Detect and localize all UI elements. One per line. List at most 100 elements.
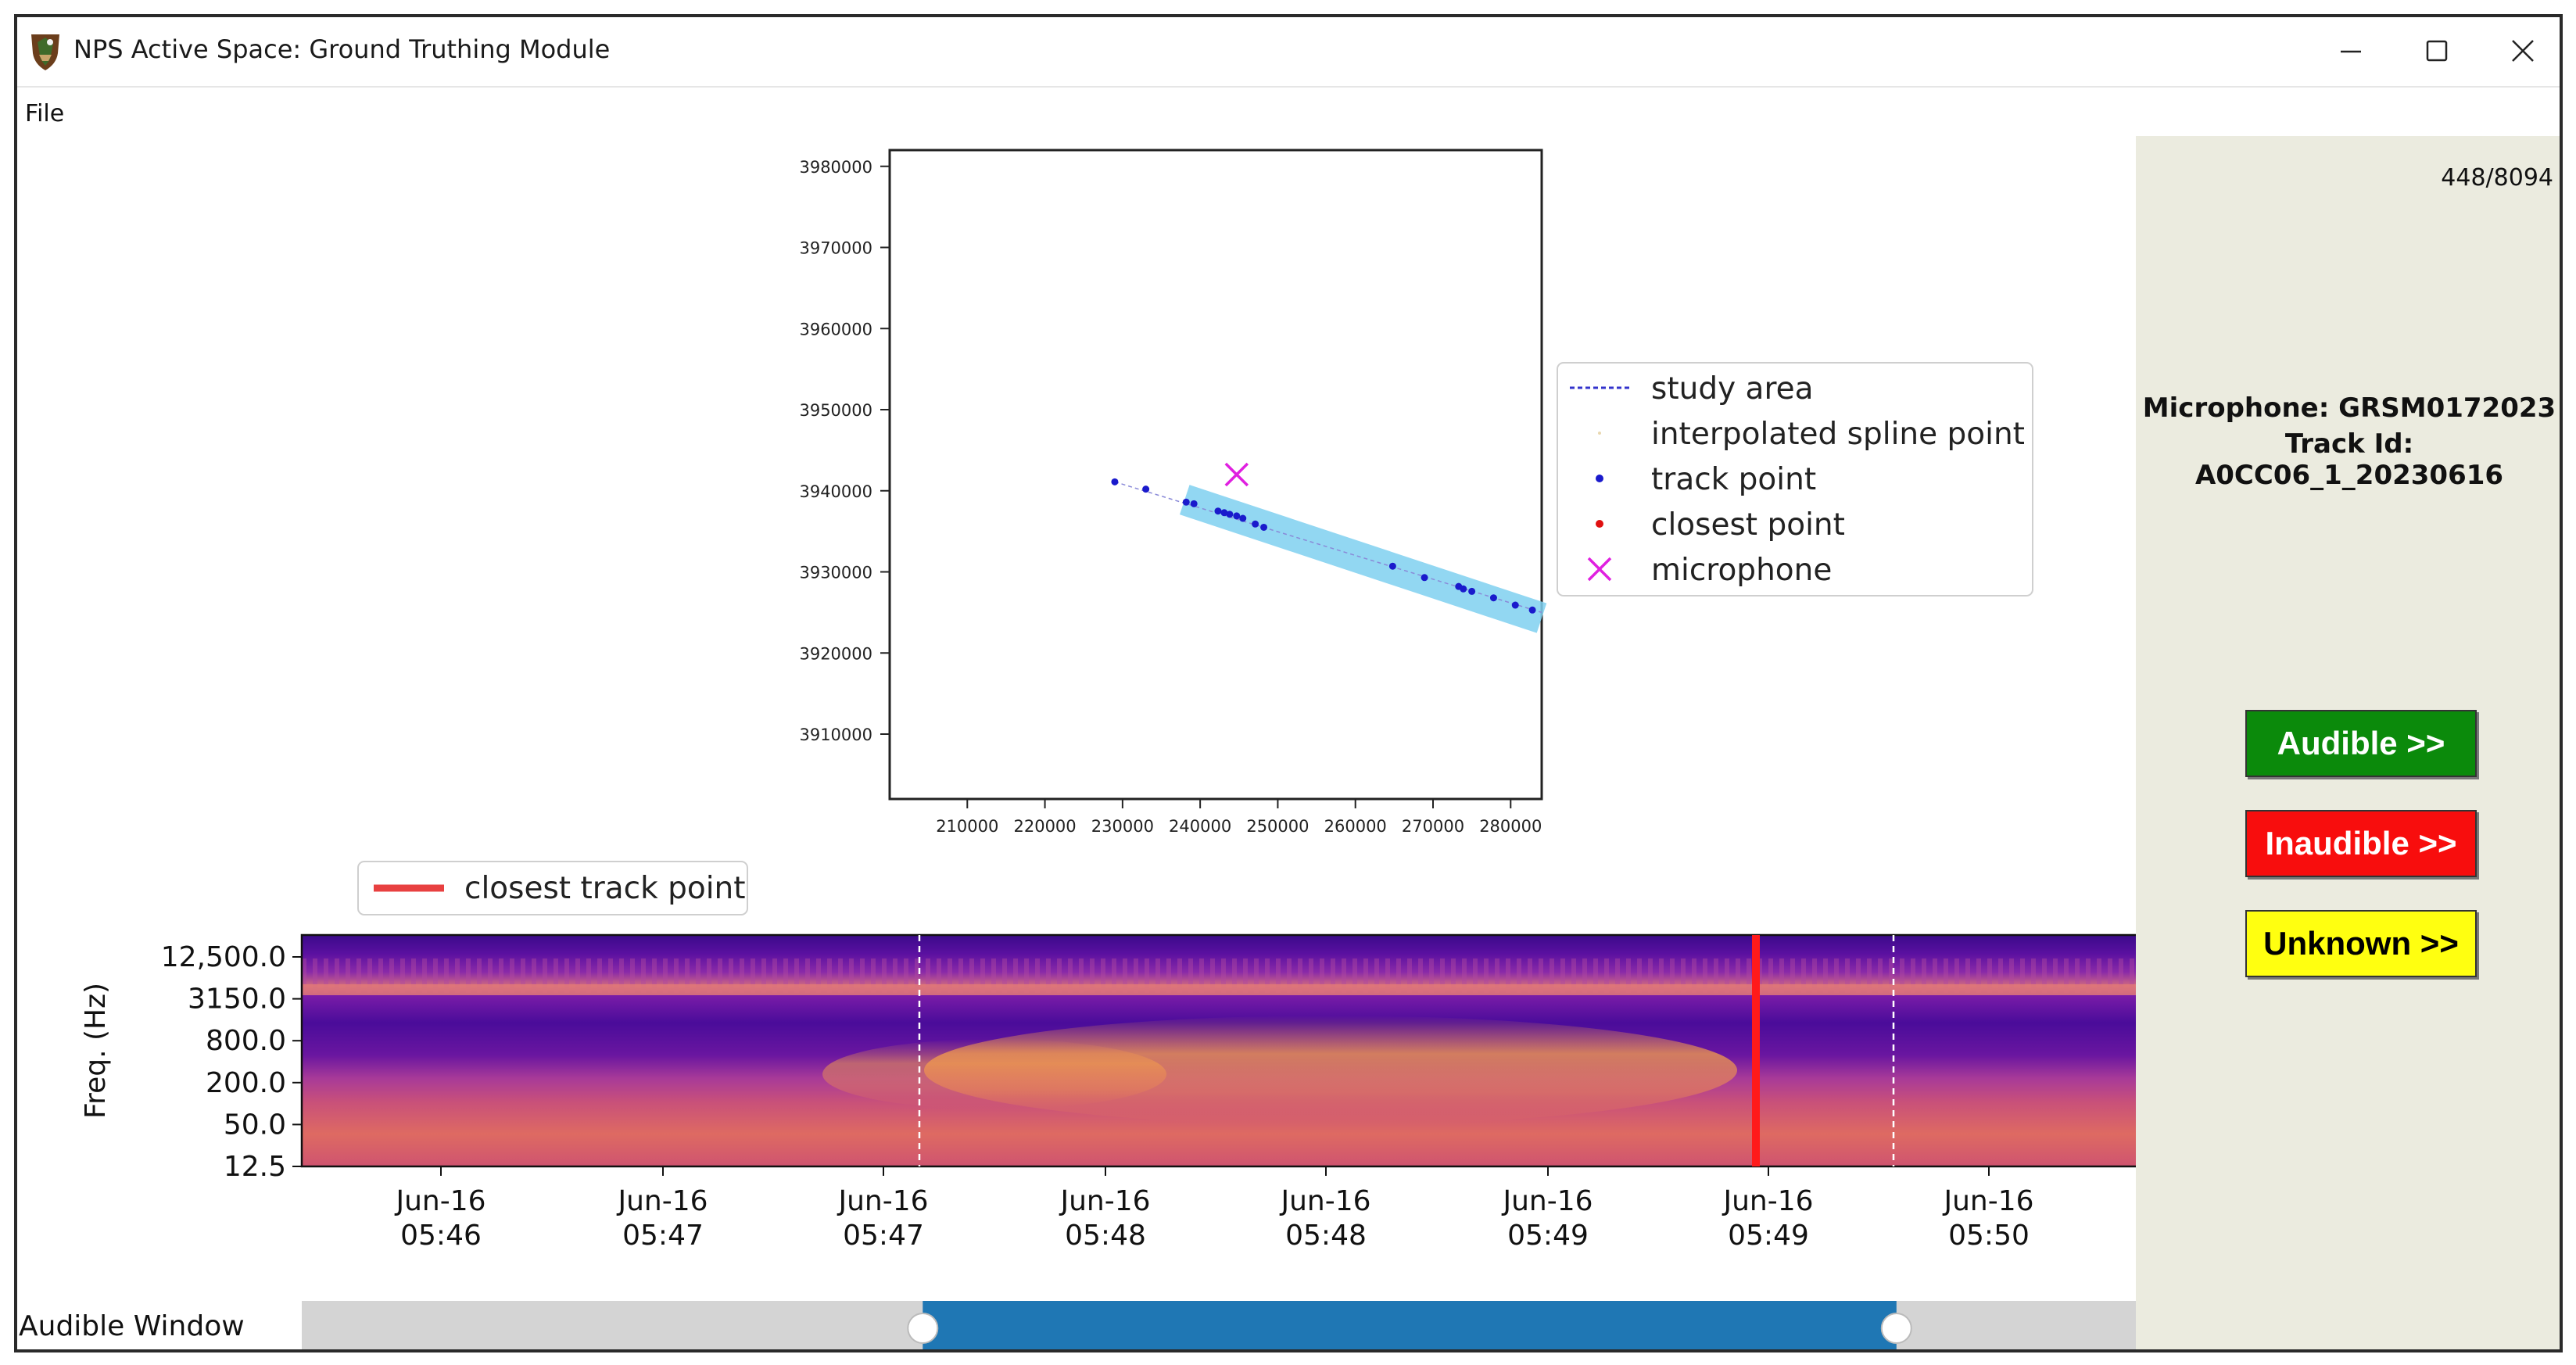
- track-point: [1214, 507, 1222, 515]
- spectrogram-ytick-label: 800.0: [206, 1025, 286, 1057]
- spectrogram-xtick-date: Jun-16: [1501, 1185, 1593, 1217]
- track-point: [1226, 511, 1234, 518]
- map-xtick-label: 230000: [1091, 817, 1154, 836]
- map-legend: study area interpolated spline point tra…: [1557, 362, 2033, 597]
- map-xtick-label: 250000: [1246, 817, 1309, 836]
- spectrogram-xtick-time: 05:47: [622, 1220, 704, 1252]
- spectrogram-xtick-time: 05:48: [1065, 1220, 1146, 1252]
- spectrogram-ytick-label: 50.0: [224, 1109, 286, 1141]
- legend-study-area-label: study area: [1651, 371, 1814, 407]
- map-ytick-label: 3910000: [799, 725, 872, 744]
- track-point: [1489, 594, 1497, 602]
- map-xtick-label: 280000: [1479, 817, 1542, 836]
- legend-track-point-marker: [1596, 475, 1603, 482]
- menu-file[interactable]: File: [25, 100, 65, 127]
- legend-spline-marker: [1598, 432, 1601, 435]
- track-point: [1388, 562, 1396, 570]
- spectrogram-xtick-time: 05:46: [400, 1220, 482, 1252]
- plot-figure: 3910000 3920000 3930000 3940000 3950000 39600…: [19, 149, 2141, 1352]
- track-point: [1233, 512, 1241, 520]
- slider-start-handle[interactable]: [907, 1313, 939, 1344]
- track-counter: 448/8094: [2441, 164, 2553, 192]
- legend-microphone-label: microphone: [1651, 553, 1832, 588]
- map-ytick-label: 3940000: [799, 482, 872, 501]
- spectrogram-ytick-label: 200.0: [206, 1067, 286, 1099]
- spectrogram-xtick-time: 05:48: [1285, 1220, 1367, 1252]
- unknown-button[interactable]: Unknown >>: [2245, 910, 2477, 977]
- closest-track-point-legend-label: closest track point: [464, 871, 746, 906]
- spectrogram-xtick-time: 05:47: [843, 1220, 924, 1252]
- inaudible-button[interactable]: Inaudible >>: [2245, 810, 2477, 877]
- legend-microphone-marker: [1587, 557, 1612, 582]
- right-sidebar: 448/8094 Microphone: GRSM0172023 Track I…: [2136, 136, 2560, 1349]
- track-id-info: Track Id: A0CC06_1_20230616: [2194, 428, 2504, 491]
- nps-arrowhead-icon: [31, 34, 59, 70]
- map-ytick-label: 3920000: [799, 644, 872, 663]
- legend-track-point-label: track point: [1651, 462, 1816, 497]
- track-point: [1142, 485, 1150, 493]
- study-area-band: [1179, 485, 1547, 633]
- audible-window-label: Audible Window: [19, 1310, 245, 1342]
- map-ytick-label: 3980000: [799, 158, 872, 177]
- track-point: [1468, 587, 1476, 595]
- track-point: [1252, 520, 1259, 528]
- spectrogram-xtick-date: Jun-16: [616, 1185, 708, 1217]
- track-point: [1528, 606, 1536, 614]
- minimize-button[interactable]: [2308, 23, 2394, 78]
- legend-closest-point-marker: [1596, 520, 1603, 528]
- spectrogram-xtick-date: Jun-16: [1942, 1185, 2033, 1217]
- close-button[interactable]: [2480, 23, 2560, 78]
- spectrogram-ytick-label: 12.5: [224, 1151, 286, 1183]
- audible-button[interactable]: Audible >>: [2245, 710, 2477, 777]
- title-bar: NPS Active Space: Ground Truthing Module: [17, 17, 2560, 88]
- map-xtick-label: 270000: [1402, 817, 1464, 836]
- track-point: [1460, 585, 1467, 593]
- track-point: [1220, 509, 1228, 517]
- track-point: [1182, 498, 1190, 506]
- spectrogram-xtick-date: Jun-16: [1059, 1185, 1150, 1217]
- slider-range-fill[interactable]: [923, 1301, 1897, 1352]
- map-xtick-label: 240000: [1169, 817, 1231, 836]
- microphone-marker: [1224, 462, 1249, 487]
- close-icon: [2512, 40, 2534, 62]
- microphone-info: Microphone: GRSM0172023: [2142, 392, 2556, 424]
- spectrogram-hotspot-2: [822, 1039, 1166, 1109]
- spectrogram-xtick-time: 05:49: [1728, 1220, 1809, 1252]
- spectrogram-legend-box: [357, 861, 748, 915]
- track-point: [1511, 601, 1519, 609]
- track-point: [1111, 478, 1119, 485]
- map-plot-frame: [888, 149, 1543, 801]
- plot-canvas: 3910000 3920000 3930000 3940000 3950000 39600…: [17, 136, 2141, 1352]
- spectrogram-xtick-date: Jun-16: [394, 1185, 485, 1217]
- spectrogram-ytick-label: 12,500.0: [161, 941, 286, 973]
- track-point: [1239, 514, 1247, 522]
- legend-spline-label: interpolated spline point: [1651, 417, 2025, 452]
- spectrogram-legend: closest track point: [357, 861, 748, 915]
- map-xtick-label: 260000: [1324, 817, 1387, 836]
- maximize-button[interactable]: [2394, 23, 2480, 78]
- legend-closest-point-label: closest point: [1651, 507, 1845, 543]
- app-window: NPS Active Space: Ground Truthing Module…: [14, 14, 2563, 1352]
- spectrogram-xtick-date: Jun-16: [837, 1185, 928, 1217]
- spectrogram-xtick-date: Jun-16: [1279, 1185, 1370, 1217]
- window-title: NPS Active Space: Ground Truthing Module: [73, 34, 611, 64]
- map-ytick-label: 3950000: [799, 401, 872, 420]
- maximize-icon: [2426, 40, 2448, 62]
- map-ytick-label: 3960000: [799, 320, 872, 339]
- spectrogram-tone-line: [302, 984, 2139, 995]
- map-ytick-label: 3930000: [799, 564, 872, 582]
- spectrogram-ylabel: Freq. (Hz): [80, 983, 112, 1119]
- spectrogram-xtick-time: 05:49: [1507, 1220, 1589, 1252]
- track-point: [1190, 500, 1198, 507]
- track-point: [1260, 523, 1268, 531]
- map-xtick-label: 210000: [936, 817, 998, 836]
- audible-window-slider[interactable]: Audible Window: [19, 1301, 2139, 1352]
- spectrogram-xtick-date: Jun-16: [1722, 1185, 1813, 1217]
- slider-end-handle[interactable]: [1880, 1313, 1912, 1344]
- minimize-icon: [2341, 50, 2361, 53]
- spectrogram-xtick-time: 05:50: [1948, 1220, 2030, 1252]
- map-xtick-label: 220000: [1013, 817, 1076, 836]
- map-legend-box: [1557, 362, 2033, 597]
- map-plot: 3910000 3920000 3930000 3940000 3950000 39600…: [799, 149, 1547, 836]
